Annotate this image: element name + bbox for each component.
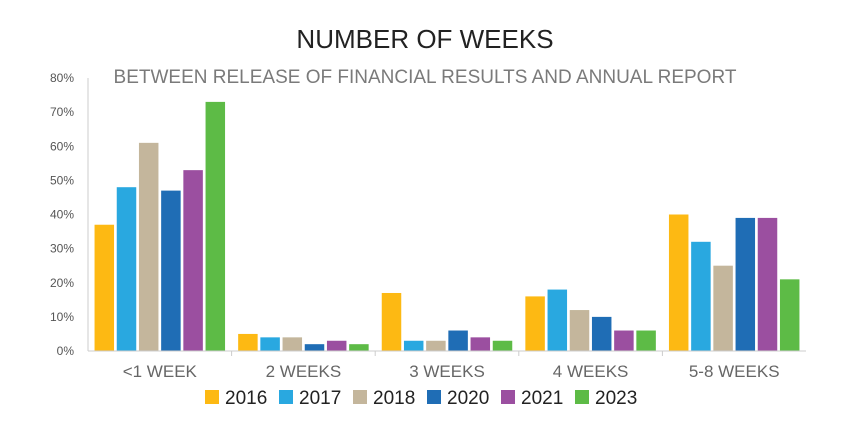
bar-2018-1 bbox=[282, 337, 303, 351]
bar-2021-1 bbox=[326, 340, 347, 351]
y-tick-label: 10% bbox=[50, 310, 74, 324]
bar-2023-0 bbox=[205, 101, 226, 351]
bar-2017-1 bbox=[260, 337, 280, 351]
x-tick-label: 3 WEEKS bbox=[409, 362, 485, 381]
legend: 2016 2017 2018 2020 2021 2023 bbox=[205, 388, 637, 409]
bar-2018-0 bbox=[138, 142, 159, 351]
y-tick-label: 70% bbox=[50, 105, 74, 119]
bar-2023-2 bbox=[492, 340, 513, 351]
legend-label-2020: 2020 bbox=[447, 388, 489, 409]
y-tick-label: 30% bbox=[50, 242, 74, 256]
legend-swatch-2020 bbox=[427, 390, 441, 404]
x-tick-label: 4 WEEKS bbox=[553, 362, 629, 381]
bar-2021-3 bbox=[614, 330, 634, 351]
bar-2021-2 bbox=[470, 337, 491, 351]
bar-2017-3 bbox=[547, 289, 568, 351]
legend-label-2023: 2023 bbox=[595, 388, 637, 409]
bar-2016-3 bbox=[525, 296, 545, 351]
bar-2023-4 bbox=[779, 279, 800, 351]
bar-2020-2 bbox=[448, 330, 468, 351]
bar-2016-4 bbox=[668, 214, 689, 351]
y-tick-label: 0% bbox=[57, 344, 75, 358]
x-axis: <1 WEEK 2 WEEKS 3 WEEKS 4 WEEKS 5-8 WEEKS bbox=[88, 350, 806, 381]
bars bbox=[94, 101, 800, 352]
legend-swatch-2016 bbox=[205, 390, 219, 404]
y-tick-label: 20% bbox=[50, 276, 74, 290]
bar-2020-0 bbox=[161, 190, 181, 351]
legend-label-2018: 2018 bbox=[373, 388, 415, 409]
legend-label-2017: 2017 bbox=[299, 388, 341, 409]
bar-2023-1 bbox=[349, 344, 369, 351]
legend-label-2021: 2021 bbox=[521, 388, 563, 409]
bar-2021-4 bbox=[757, 217, 778, 351]
legend-swatch-2018 bbox=[353, 390, 367, 404]
bar-2016-2 bbox=[381, 292, 402, 351]
bar-2016-1 bbox=[238, 333, 258, 351]
bar-2018-3 bbox=[569, 310, 590, 351]
legend-swatch-2023 bbox=[575, 390, 589, 404]
x-tick-label: 2 WEEKS bbox=[266, 362, 342, 381]
y-tick-label: 50% bbox=[50, 173, 74, 187]
bar-2020-1 bbox=[304, 344, 325, 351]
legend-swatch-2017 bbox=[279, 390, 293, 404]
y-tick-label: 60% bbox=[50, 139, 74, 153]
chart-title: NUMBER OF WEEKS bbox=[296, 24, 553, 54]
bar-2016-0 bbox=[94, 224, 115, 351]
x-tick-label: 5-8 WEEKS bbox=[689, 362, 780, 381]
bar-2021-0 bbox=[183, 170, 203, 351]
bar-2018-4 bbox=[713, 265, 733, 351]
bar-2020-4 bbox=[735, 217, 756, 351]
bar-2017-2 bbox=[403, 340, 424, 351]
x-tick-label: <1 WEEK bbox=[123, 362, 198, 381]
legend-swatch-2021 bbox=[501, 390, 515, 404]
chart-subtitle: BETWEEN RELEASE OF FINANCIAL RESULTS AND… bbox=[114, 67, 737, 88]
bar-2023-3 bbox=[636, 330, 656, 351]
legend-label-2016: 2016 bbox=[225, 388, 267, 409]
bar-2017-4 bbox=[691, 241, 711, 351]
bar-2017-0 bbox=[116, 187, 137, 351]
bar-2018-2 bbox=[426, 340, 446, 351]
y-axis: 0% 10% 20% 30% 40% 50% 60% 70% 80% bbox=[50, 71, 89, 358]
y-tick-label: 40% bbox=[50, 208, 74, 222]
y-tick-label: 80% bbox=[50, 71, 74, 85]
bar-2020-3 bbox=[591, 316, 612, 352]
